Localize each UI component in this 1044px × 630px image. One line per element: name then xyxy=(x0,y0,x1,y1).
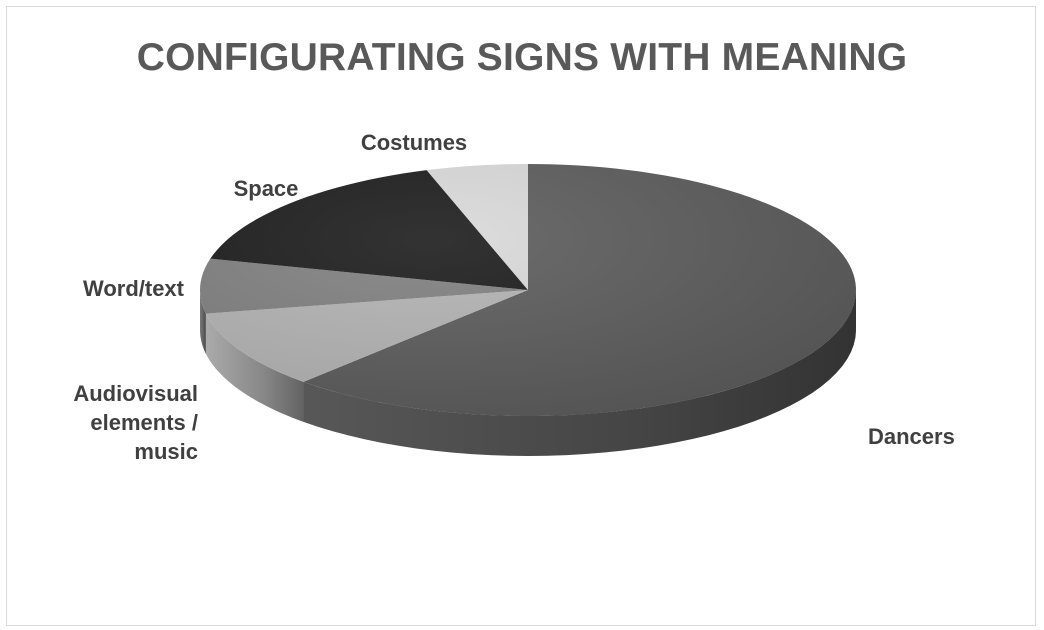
pie-labels: Dancers Audiovisual elements / music Word/te… xyxy=(73,130,955,464)
data-label-space: Space xyxy=(234,176,299,201)
data-label-dancers: Dancers xyxy=(868,424,955,449)
data-label-audiovisual-elements-music: Audiovisual elements / music xyxy=(73,381,198,464)
pie-top-sheen xyxy=(200,164,856,416)
pie-side-shade xyxy=(200,290,206,354)
pie-side-shade xyxy=(205,313,304,422)
pie-sides xyxy=(200,290,857,456)
pie-side-shade xyxy=(303,290,857,456)
data-label-word-text: Word/text xyxy=(83,276,185,301)
data-label-costumes: Costumes xyxy=(361,130,467,155)
chart-title: CONFIGURATING SIGNS WITH MEANING xyxy=(136,36,908,79)
pie-tops xyxy=(200,164,856,416)
